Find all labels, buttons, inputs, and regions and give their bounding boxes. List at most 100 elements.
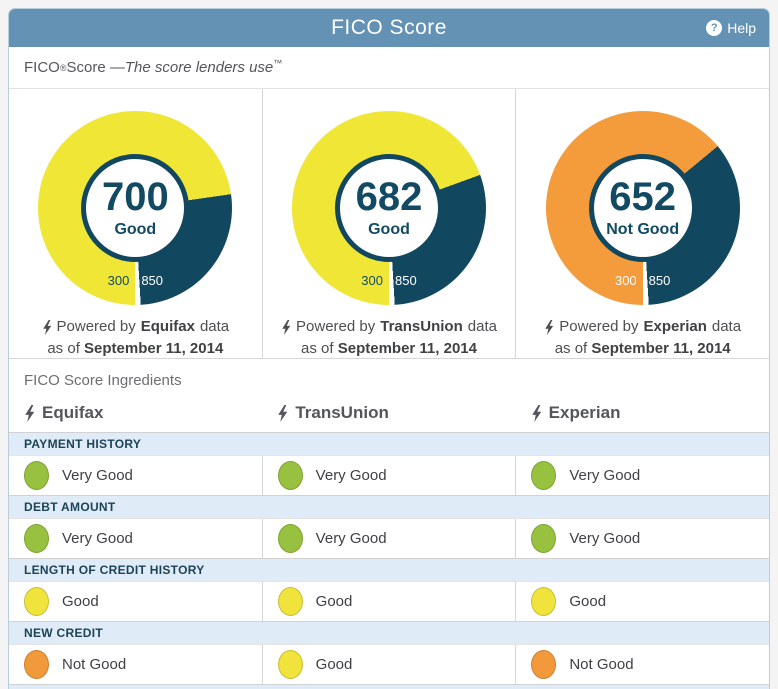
category-label: PAYMENT HISTORY (24, 437, 142, 451)
rating-cell: Good (515, 582, 769, 621)
rating-cell: Not Good (9, 645, 262, 684)
data-word: data (711, 318, 742, 335)
bureau-name: TransUnion (380, 318, 463, 335)
rating-cell: Good (9, 582, 262, 621)
bureau-name: Equifax (140, 318, 195, 335)
page-title: FICO Score (331, 16, 447, 39)
status-dot (531, 650, 557, 679)
range-max-label: 850 (648, 273, 671, 288)
powered-by-text: Powered by (56, 318, 136, 335)
gauge-caption: Powered by TransUnion data as of Septemb… (281, 316, 497, 360)
category-band-clipped (9, 684, 769, 689)
gauge-center: 700 Good (81, 154, 190, 262)
rating-label: Very Good (62, 467, 133, 484)
category-band-debt-amount: DEBT AMOUNT (9, 495, 769, 518)
status-dot (531, 461, 557, 490)
lightning-bolt-icon (278, 404, 288, 422)
category-label: DEBT AMOUNT (24, 500, 116, 514)
lightning-bolt-icon (42, 319, 51, 335)
range-max-label: 850 (395, 273, 417, 288)
rating-label: Not Good (569, 656, 634, 673)
rating-cell: Very Good (9, 456, 262, 495)
lightning-bolt-icon (25, 404, 35, 422)
score-value: 682 (355, 175, 423, 219)
rating-label: Not Good (62, 656, 127, 673)
as-of-date: September 11, 2014 (337, 340, 477, 357)
gauge-caption: Powered by Experian data as of September… (544, 316, 741, 360)
score-rating: Not Good (606, 221, 680, 238)
table-row: Not Good Good Not Good (9, 644, 769, 684)
subtitle-brand: FICO (24, 59, 60, 76)
score-value: 652 (609, 175, 677, 219)
rating-label: Very Good (569, 467, 641, 484)
bureau-name: Experian (643, 318, 707, 335)
gauge-panel-experian: 300 850 652 Not Good Powered by Experian… (515, 89, 769, 358)
ingredients-header: FICO Score Ingredients Equifax TransUnio… (9, 359, 769, 432)
bureau-header-label: TransUnion (295, 403, 389, 422)
score-value: 700 (101, 175, 169, 219)
data-word: data (199, 318, 230, 335)
rating-cell: Good (261, 645, 516, 684)
rating-label: Very Good (62, 530, 133, 547)
category-band-payment-history: PAYMENT HISTORY (9, 432, 769, 455)
powered-by-text: Powered by (559, 318, 639, 335)
rating-label: Good (569, 593, 607, 610)
table-row: Very Good Very Good Very Good (9, 455, 769, 495)
help-label: Help (727, 20, 756, 36)
rating-label: Good (315, 593, 353, 610)
table-row: Good Good Good (9, 581, 769, 621)
lightning-bolt-icon (531, 404, 541, 422)
range-min-label: 300 (107, 273, 130, 288)
ingredients-title: FICO Score Ingredients (24, 372, 182, 389)
score-gauge-equifax: 300 850 700 Good (38, 111, 233, 305)
status-dot (277, 524, 303, 553)
status-dot (24, 461, 49, 490)
category-label: NEW CREDIT (24, 626, 103, 640)
rating-label: Good (315, 656, 353, 673)
subtitle-rest: Score — (66, 59, 125, 76)
question-mark-icon: ? (706, 20, 723, 36)
score-rating: Good (114, 221, 157, 238)
as-of-text: as of (301, 340, 334, 357)
gauges-section: 300 850 700 Good Powered by Equifax data… (9, 89, 769, 359)
rating-cell: Good (261, 582, 516, 621)
table-row: Very Good Very Good Very Good (9, 518, 769, 558)
category-band-length-of-credit-history: LENGTH OF CREDIT HISTORY (9, 558, 769, 581)
category-label: LENGTH OF CREDIT HISTORY (24, 563, 205, 577)
rating-cell: Very Good (515, 519, 769, 558)
status-dot (531, 587, 557, 616)
score-rating: Good (368, 221, 410, 238)
gauge-center: 682 Good (335, 154, 443, 262)
help-button[interactable]: ? Help (706, 9, 756, 47)
rating-cell: Very Good (261, 456, 516, 495)
as-of-date: September 11, 2014 (84, 340, 224, 357)
status-dot (277, 587, 303, 616)
status-dot (24, 587, 49, 616)
rating-label: Very Good (569, 530, 641, 547)
rating-label: Very Good (315, 467, 387, 484)
subtitle-tagline: The score lenders use (124, 59, 274, 76)
gauge-caption: Powered by Equifax data as of September … (42, 316, 230, 360)
lightning-bolt-icon (282, 319, 291, 335)
status-dot (277, 650, 303, 679)
fico-score-card: FICO Score ? Help FICO ® Score — The scor… (8, 8, 770, 689)
trademark-mark: ™ (273, 58, 283, 68)
category-band-new-credit: NEW CREDIT (9, 621, 769, 644)
status-dot (24, 524, 49, 553)
range-min-label: 300 (361, 273, 383, 288)
ingredients-section: FICO Score Ingredients Equifax TransUnio… (9, 359, 769, 689)
range-max-label: 850 (141, 273, 164, 288)
gauge-panel-transunion: 300 850 682 Good Powered by TransUnion d… (261, 89, 516, 360)
status-dot (24, 650, 49, 679)
bureau-header-row: Equifax TransUnion Experian (9, 403, 769, 432)
rating-cell: Very Good (515, 456, 769, 495)
as-of-text: as of (554, 340, 588, 357)
bureau-header-label: Equifax (42, 403, 104, 422)
subtitle: FICO ® Score — The score lenders use™ (9, 47, 769, 89)
rating-label: Very Good (315, 530, 387, 547)
lightning-bolt-icon (545, 319, 554, 335)
as-of-text: as of (47, 340, 80, 357)
gauge-center: 652 Not Good (588, 154, 697, 262)
score-gauge-experian: 300 850 652 Not Good (545, 111, 740, 305)
data-word: data (467, 318, 497, 335)
